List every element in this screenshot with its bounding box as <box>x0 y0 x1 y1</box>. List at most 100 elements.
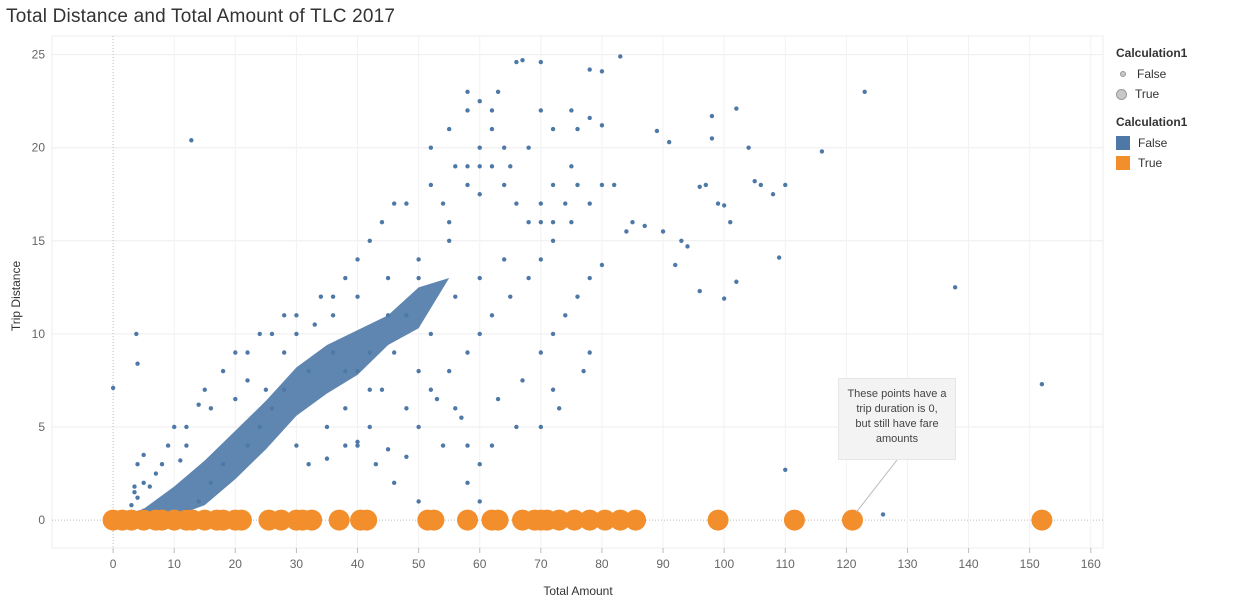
data-point-false <box>514 201 519 206</box>
data-point-true <box>423 509 445 531</box>
data-point-false <box>294 443 299 448</box>
data-point-false <box>556 406 562 411</box>
x-tick-label: 130 <box>897 557 917 571</box>
data-point-false <box>783 467 788 473</box>
data-point-true <box>1031 509 1053 531</box>
x-tick-label: 80 <box>595 557 609 571</box>
data-point-false <box>550 126 556 132</box>
blue-swatch-icon <box>1116 136 1130 150</box>
data-point-false <box>453 164 458 169</box>
size-legend-label-false: False <box>1137 67 1167 81</box>
data-point-false <box>367 238 372 243</box>
data-point-false <box>728 219 733 225</box>
data-point-false <box>391 201 397 206</box>
data-point-false <box>495 89 501 95</box>
large-dot-icon <box>1116 88 1127 100</box>
color-legend-item-false[interactable]: False <box>1116 133 1187 153</box>
data-point-false <box>129 502 134 508</box>
data-point-true <box>841 509 863 531</box>
data-point-false <box>721 296 727 301</box>
data-point-false <box>477 462 482 467</box>
data-point-false <box>312 322 317 327</box>
data-point-false <box>465 480 470 486</box>
data-point-false <box>569 108 574 113</box>
data-point-true <box>783 509 805 531</box>
data-point-false <box>196 499 201 504</box>
data-point-false <box>679 238 684 243</box>
size-legend-label-true: True <box>1135 87 1160 101</box>
data-point-false <box>477 164 482 169</box>
data-point-false <box>294 331 299 337</box>
data-point-true <box>487 509 509 531</box>
data-point-false <box>141 452 146 458</box>
size-legend-item-true[interactable]: True <box>1116 84 1187 104</box>
x-tick-label: 100 <box>714 557 734 571</box>
data-point-false <box>233 350 238 355</box>
data-point-false <box>165 443 171 448</box>
data-point-false <box>446 126 452 132</box>
data-point-false <box>141 480 146 486</box>
x-tick-label: 40 <box>351 557 365 571</box>
data-point-false <box>404 313 409 318</box>
data-point-false <box>734 106 739 111</box>
data-point-false <box>587 275 592 281</box>
data-point-false <box>550 238 556 243</box>
data-point-true <box>707 509 729 531</box>
data-point-false <box>355 294 360 299</box>
color-legend-item-true[interactable]: True <box>1116 153 1187 173</box>
data-point-false <box>434 396 440 402</box>
data-point-false <box>587 115 592 121</box>
size-legend-item-false[interactable]: False <box>1116 64 1187 84</box>
data-point-false <box>269 331 275 337</box>
data-point-true <box>563 509 585 531</box>
x-axis-label: Total Amount <box>543 584 613 598</box>
data-point-false <box>391 350 397 355</box>
data-point-false <box>233 396 238 402</box>
data-point-false <box>446 219 452 225</box>
y-tick-label: 0 <box>38 513 45 527</box>
data-point-false <box>416 257 421 262</box>
data-point-false <box>477 499 482 504</box>
data-point-false <box>294 313 299 318</box>
dense-point-cloud <box>125 278 450 519</box>
data-point-false <box>715 201 721 206</box>
annotation-line: but still have fare <box>855 418 939 430</box>
data-point-false <box>416 424 421 430</box>
data-point-false <box>642 223 647 229</box>
data-point-false <box>666 139 672 145</box>
data-point-false <box>489 313 495 318</box>
data-point-false <box>575 126 580 132</box>
data-point-false <box>196 402 201 407</box>
data-point-false <box>575 182 580 188</box>
data-point-false <box>281 313 287 318</box>
data-point-false <box>709 113 715 119</box>
x-tick-label: 20 <box>229 557 243 571</box>
data-point-false <box>257 424 262 430</box>
data-point-false <box>685 244 690 249</box>
data-point-false <box>355 443 360 448</box>
data-point-false <box>489 126 495 132</box>
data-point-true <box>356 509 378 531</box>
data-point-false <box>514 424 519 430</box>
data-point-false <box>446 368 452 374</box>
data-point-false <box>489 443 495 448</box>
data-point-false <box>526 275 531 281</box>
data-point-false <box>819 149 825 154</box>
annotation-line: amounts <box>875 433 919 445</box>
data-point-false <box>697 288 702 294</box>
data-point-false <box>281 350 287 355</box>
data-point-false <box>575 294 580 299</box>
data-point-false <box>654 128 660 134</box>
x-tick-label: 10 <box>168 557 182 571</box>
y-tick-label: 25 <box>32 48 46 62</box>
data-point-false <box>428 331 434 337</box>
data-point-true <box>230 509 252 531</box>
data-point-false <box>343 275 348 281</box>
data-point-false <box>465 89 470 95</box>
data-point-false <box>508 294 513 299</box>
data-point-false <box>373 462 379 467</box>
data-point-false <box>440 443 446 448</box>
data-point-false <box>379 387 385 392</box>
data-point-false <box>440 201 446 206</box>
